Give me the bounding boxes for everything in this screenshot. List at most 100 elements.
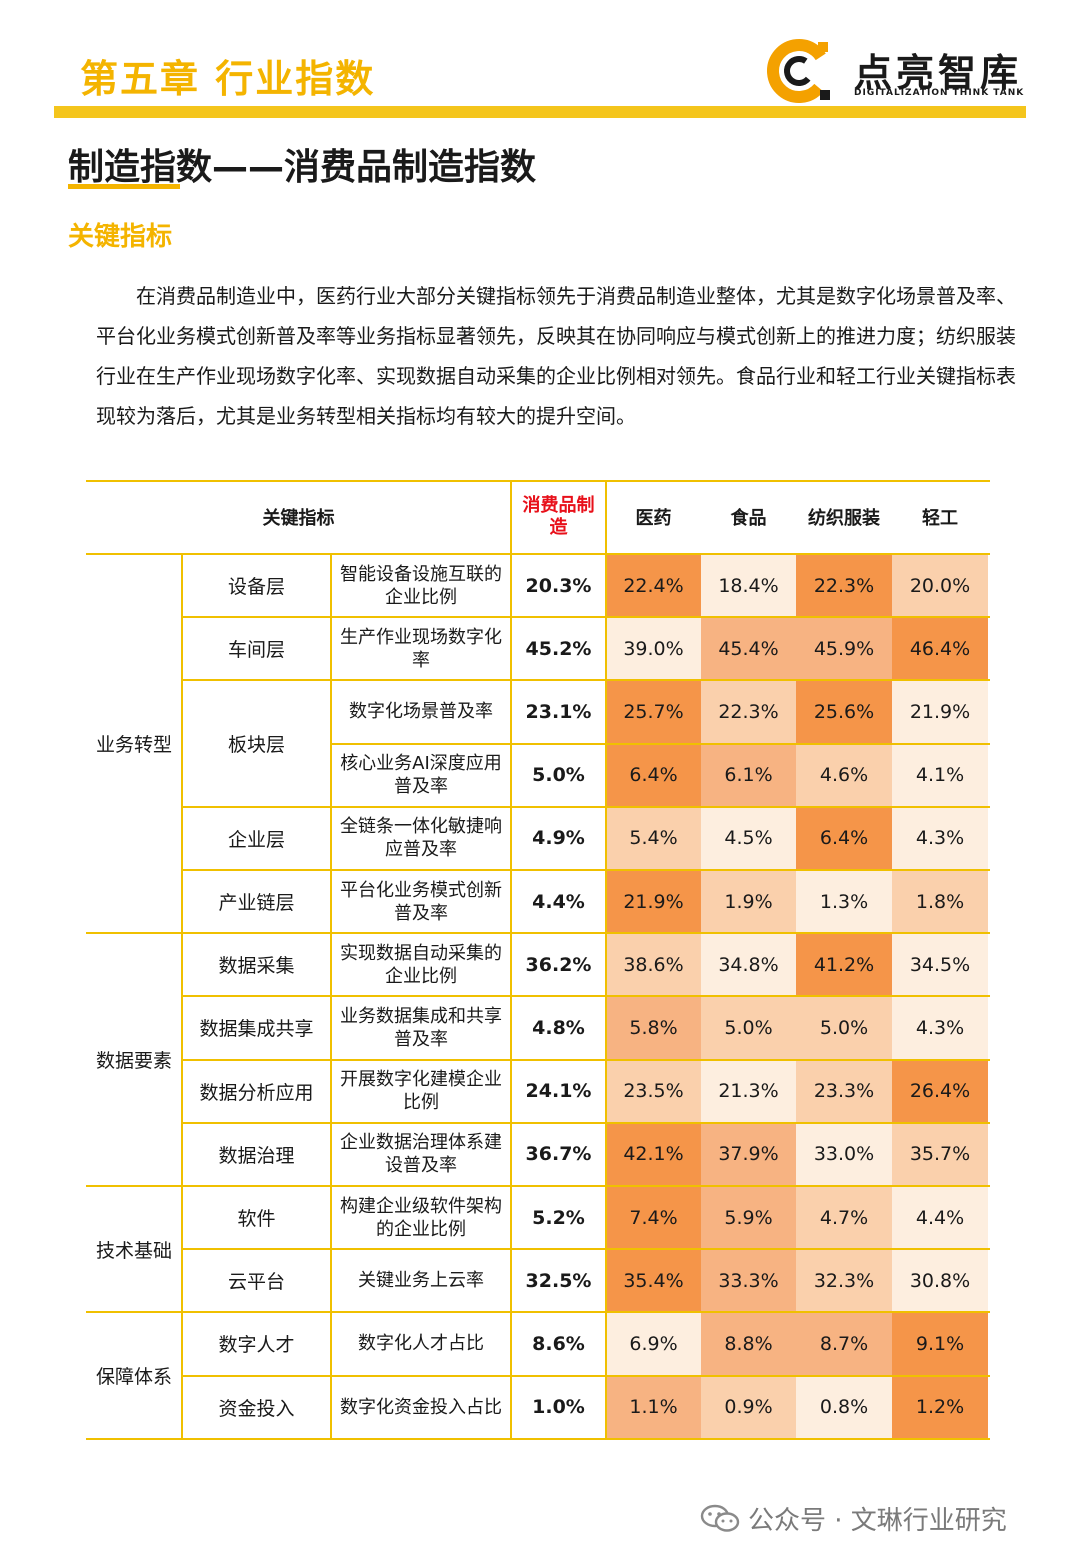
indicator-cell: 数字化场景普及率	[349, 701, 493, 723]
value-cell: 23.5%	[606, 1059, 701, 1123]
header-col: 医药	[635, 508, 672, 529]
value-cell: 37.9%	[701, 1122, 796, 1186]
value-cell: 42.1%	[606, 1122, 701, 1186]
header-col: 纺织服装	[808, 508, 880, 529]
table-column-rule	[181, 554, 183, 1439]
table-column-rule	[330, 554, 332, 1439]
layer-cell: 数据分析应用	[199, 1081, 314, 1104]
body-paragraph: 在消费品制造业中，医药行业大部分关键指标领先于消费品制造业整体，尤其是数字化场景…	[96, 284, 1016, 428]
total-cell: 8.6%	[532, 1332, 585, 1355]
layer-cell: 资金投入	[218, 1397, 295, 1420]
indicator-cell: 生产作业现场数字化率	[340, 626, 502, 671]
total-cell: 1.0%	[532, 1396, 585, 1419]
total-cell: 24.1%	[525, 1080, 592, 1103]
layer-cell: 板块层	[227, 734, 285, 757]
table-rule	[182, 679, 990, 682]
value-cell: 20.0%	[892, 554, 988, 618]
indicator-cell: 开展数字化建模企业比例	[340, 1069, 502, 1114]
value-cell: 8.7%	[796, 1312, 892, 1376]
value-cell: 5.0%	[796, 996, 892, 1060]
subheading: 关键指标	[68, 222, 173, 252]
layer-cell: 产业链层	[218, 892, 295, 915]
value-cell: 23.3%	[796, 1059, 892, 1123]
value-cell: 4.5%	[701, 806, 796, 870]
header-indicator: 关键指标	[262, 508, 335, 529]
indicator-cell: 实现数据自动采集的企业比例	[340, 942, 502, 987]
value-cell: 6.9%	[606, 1312, 701, 1376]
table-rule	[182, 1248, 990, 1251]
value-cell: 39.0%	[606, 617, 701, 681]
table-column-rule	[605, 480, 607, 1439]
total-cell: 20.3%	[525, 574, 592, 597]
indicator-cell: 数字化资金投入占比	[340, 1396, 502, 1418]
total-cell: 4.9%	[532, 827, 585, 850]
value-cell: 1.1%	[606, 1375, 701, 1439]
wechat-icon	[700, 1504, 740, 1532]
value-cell: 25.6%	[796, 680, 892, 744]
value-cell: 21.9%	[606, 870, 701, 934]
value-cell: 1.3%	[796, 870, 892, 934]
table-column-rule	[510, 480, 512, 1439]
total-cell: 4.8%	[532, 1016, 585, 1039]
table-rule	[182, 1374, 990, 1377]
value-cell: 5.4%	[606, 806, 701, 870]
category-cell: 技术基础	[95, 1239, 172, 1262]
key-indicator-table: 22.4% 18.4% 22.3% 20.0% 39.0% 45.4% 45.9% 46.4%…	[86, 480, 990, 1442]
total-cell: 36.7%	[525, 1143, 592, 1166]
value-cell: 46.4%	[892, 617, 988, 681]
value-cell: 45.9%	[796, 617, 892, 681]
table-rule	[182, 995, 990, 998]
layer-cell: 云平台	[227, 1271, 285, 1294]
table-rule	[86, 553, 990, 555]
layer-cell: 数据采集	[218, 955, 295, 978]
category-cell: 业务转型	[95, 734, 172, 757]
value-cell: 41.2%	[796, 933, 892, 997]
value-cell: 33.3%	[701, 1249, 796, 1313]
value-cell: 4.3%	[892, 806, 988, 870]
layer-cell: 企业层	[227, 828, 285, 851]
total-cell: 5.0%	[532, 764, 585, 787]
value-cell: 0.8%	[796, 1375, 892, 1439]
value-cell: 22.4%	[606, 554, 701, 618]
logo-text-cn: 点亮智库	[854, 51, 1023, 95]
table-rule	[182, 1058, 990, 1061]
table-rule	[182, 869, 990, 871]
value-cell: 4.6%	[796, 743, 892, 807]
layer-cell: 数字人才	[218, 1334, 295, 1357]
header-col: 轻工	[922, 508, 958, 529]
indicator-cell: 业务数据集成和共享普及率	[340, 1005, 502, 1050]
value-cell: 1.9%	[701, 870, 796, 934]
indicator-cell: 构建企业级软件架构的企业比例	[340, 1195, 502, 1240]
layer-cell: 车间层	[227, 639, 285, 662]
header-col: 食品	[730, 508, 767, 529]
value-cell: 0.9%	[701, 1375, 796, 1439]
category-cell: 数据要素	[95, 1050, 172, 1073]
watermark-text: 公众号 · 文琳行业研究	[748, 1505, 1007, 1536]
layer-cell: 数据集成共享	[199, 1018, 314, 1041]
value-cell: 21.9%	[892, 680, 988, 744]
table-rule	[86, 480, 990, 482]
value-cell: 32.3%	[796, 1249, 892, 1313]
value-cell: 22.3%	[701, 680, 796, 744]
value-cell: 45.4%	[701, 617, 796, 681]
table-rule	[182, 805, 990, 808]
value-cell: 33.0%	[796, 1122, 892, 1186]
value-cell: 6.1%	[701, 743, 796, 807]
value-cell: 5.8%	[606, 996, 701, 1060]
indicator-cell: 核心业务AI深度应用普及率	[340, 753, 502, 798]
chapter-title: 第五章 行业指数	[80, 57, 376, 101]
value-cell: 4.3%	[892, 996, 988, 1060]
section-underline	[68, 184, 180, 189]
value-cell: 9.1%	[892, 1312, 988, 1376]
table-rule	[86, 1185, 990, 1187]
indicator-cell: 全链条一体化敏捷响应普及率	[340, 816, 502, 861]
total-cell: 32.5%	[525, 1269, 592, 1292]
value-cell: 30.8%	[892, 1249, 988, 1313]
table-rule	[182, 1121, 990, 1124]
logo-text-en: DIGITALIZATION THINK TANK	[854, 88, 1025, 98]
table-rule	[86, 1311, 990, 1314]
value-cell: 34.5%	[892, 933, 988, 997]
value-cell: 4.4%	[892, 1186, 988, 1250]
value-cell: 35.7%	[892, 1122, 988, 1186]
value-cell: 6.4%	[796, 806, 892, 870]
